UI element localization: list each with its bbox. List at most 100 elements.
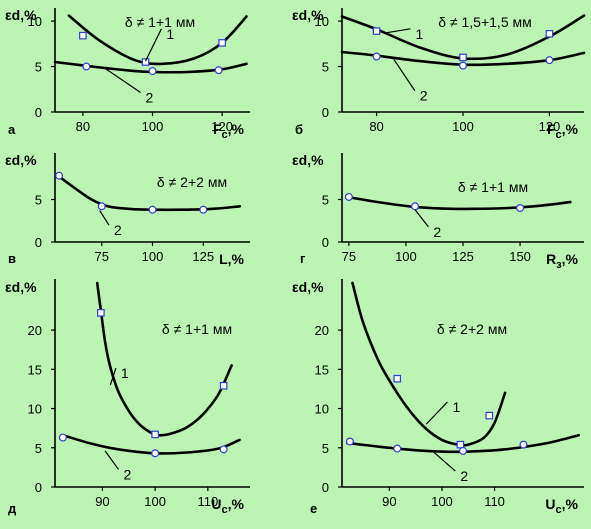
series-leader-line bbox=[425, 401, 448, 425]
x-axis-title-sub: з bbox=[556, 259, 562, 271]
panel-0: 0 5 10 80 100 120 εd,% Fc,% а δ ≠ 1+1 мм1 2 bbox=[5, 7, 250, 141]
data-point-circle bbox=[148, 205, 157, 214]
data-point-circle bbox=[516, 204, 525, 213]
x-axis-title-sub: c bbox=[556, 129, 562, 141]
data-point-circle bbox=[151, 449, 160, 458]
x-tick-label: 80 bbox=[76, 119, 90, 134]
x-tick-label: 125 bbox=[452, 249, 474, 264]
x-tick-label: 150 bbox=[509, 249, 531, 264]
panel-letter: б bbox=[295, 122, 303, 137]
series-leader-line bbox=[393, 58, 416, 91]
x-tick-label: 100 bbox=[452, 119, 474, 134]
y-tick-label: 10 bbox=[28, 402, 42, 417]
data-point-square bbox=[372, 27, 381, 35]
panel-5: 0 5 10 15 20 90 100 110 εd,% Uc,% е δ ≠ 2+2 мм 1 2 bbox=[292, 279, 584, 516]
x-axis-title-main: U bbox=[545, 496, 555, 512]
y-tick-label: 5 bbox=[35, 441, 42, 456]
y-axis-title: εd,% bbox=[5, 152, 37, 168]
series-leader-line bbox=[144, 28, 162, 62]
thickness-note: δ ≠ 1+1 мм bbox=[458, 179, 528, 195]
data-point-square bbox=[97, 309, 105, 317]
x-axis-title-main: U bbox=[211, 496, 221, 512]
series-leader-line bbox=[414, 209, 429, 228]
x-axis-title-unit: ,% bbox=[228, 496, 245, 512]
x-axis-title-sub: c bbox=[556, 504, 562, 516]
y-tick-label: 0 bbox=[322, 480, 329, 495]
series-leader-line bbox=[385, 28, 411, 34]
y-tick-label: 0 bbox=[322, 105, 329, 120]
x-tick-label: 120 bbox=[211, 119, 233, 134]
y-tick-label: 5 bbox=[322, 193, 329, 208]
panel-3: 0 5 75 100 125 150 εd,% Rз,% г δ ≠ 1+1 мм 2 bbox=[292, 152, 584, 271]
x-axis-title: L,% bbox=[219, 251, 244, 267]
series-label: 2 bbox=[124, 466, 132, 482]
series-label: 1 bbox=[121, 365, 129, 381]
x-axis-title-main: F bbox=[213, 121, 222, 137]
y-tick-label: 0 bbox=[35, 480, 42, 495]
y-tick-label: 15 bbox=[315, 362, 329, 377]
y-tick-label: 15 bbox=[28, 362, 42, 377]
x-axis-title-sub: c bbox=[222, 504, 228, 516]
data-point-circle bbox=[97, 202, 106, 211]
x-axis-title: Fc,% bbox=[213, 121, 245, 141]
x-axis-title-main: R bbox=[546, 251, 556, 267]
data-point-circle bbox=[58, 433, 67, 442]
y-tick-label: 20 bbox=[315, 323, 329, 338]
x-tick-label: 100 bbox=[395, 249, 417, 264]
x-axis-title: Fc,% bbox=[547, 121, 579, 141]
series-label: 2 bbox=[146, 89, 154, 105]
data-point-circle bbox=[545, 56, 554, 65]
series-label: 2 bbox=[420, 88, 428, 104]
data-point-circle bbox=[344, 192, 353, 201]
data-point-square bbox=[141, 58, 150, 66]
data-point-square bbox=[219, 381, 228, 390]
x-tick-label: 120 bbox=[539, 119, 561, 134]
data-point-circle bbox=[459, 446, 468, 455]
thickness-note: δ ≠ 1+1 мм bbox=[125, 14, 195, 30]
series-leader-line bbox=[104, 450, 119, 470]
data-point-square bbox=[151, 430, 159, 439]
x-axis-title: Rз,% bbox=[546, 251, 578, 271]
x-axis-title: Uc,% bbox=[545, 496, 578, 516]
series-label: 1 bbox=[452, 399, 460, 415]
panel-2: 0 5 75 100 125 εd,% L,% в δ ≠ 2+2 мм 2 bbox=[5, 152, 250, 267]
x-axis-title-sub: c bbox=[222, 129, 228, 141]
data-point-circle bbox=[148, 67, 157, 76]
y-axis-title: εd,% bbox=[292, 152, 324, 168]
x-tick-label: 100 bbox=[144, 494, 166, 509]
series-label: 1 bbox=[166, 26, 174, 42]
data-point-square bbox=[79, 31, 87, 40]
thickness-note: δ ≠ 2+2 мм bbox=[437, 321, 507, 337]
series-leader-line bbox=[433, 452, 456, 472]
thickness-note: δ ≠ 2+2 мм bbox=[157, 174, 227, 190]
y-tick-label: 0 bbox=[322, 235, 329, 250]
panel-letter: г bbox=[300, 251, 306, 266]
data-point-square bbox=[485, 411, 494, 420]
thickness-note: δ ≠ 1,5+1,5 мм bbox=[438, 14, 532, 30]
series-label: 2 bbox=[433, 224, 441, 240]
x-tick-label: 75 bbox=[94, 249, 108, 264]
x-tick-label: 75 bbox=[342, 249, 356, 264]
data-point-circle bbox=[199, 205, 208, 214]
panel-1: 0 5 10 80 100 120 εd,% Fc,% б δ ≠ 1,5+1,5 мм 1 2 bbox=[292, 7, 586, 141]
y-axis-title: εd,% bbox=[292, 279, 324, 295]
data-point-circle bbox=[411, 202, 420, 211]
x-axis-title-unit: ,% bbox=[562, 121, 579, 137]
x-tick-label: 110 bbox=[197, 494, 218, 509]
data-point-square bbox=[459, 53, 467, 62]
data-point-circle bbox=[345, 437, 354, 446]
x-tick-label: 90 bbox=[95, 494, 109, 509]
data-point-circle bbox=[519, 440, 528, 449]
series-line-0 bbox=[345, 195, 572, 211]
panel-letter: е bbox=[310, 501, 317, 516]
series-label: 1 bbox=[415, 26, 423, 42]
x-tick-label: 125 bbox=[192, 249, 214, 264]
series-leader-line bbox=[109, 368, 117, 386]
x-axis-title-unit: ,% bbox=[228, 121, 245, 137]
y-tick-label: 10 bbox=[315, 402, 329, 417]
y-axis-title: εd,% bbox=[5, 7, 37, 23]
y-axis-title: εd,% bbox=[292, 7, 324, 23]
x-axis-title-main: L bbox=[219, 251, 228, 267]
x-tick-label: 110 bbox=[484, 494, 505, 509]
